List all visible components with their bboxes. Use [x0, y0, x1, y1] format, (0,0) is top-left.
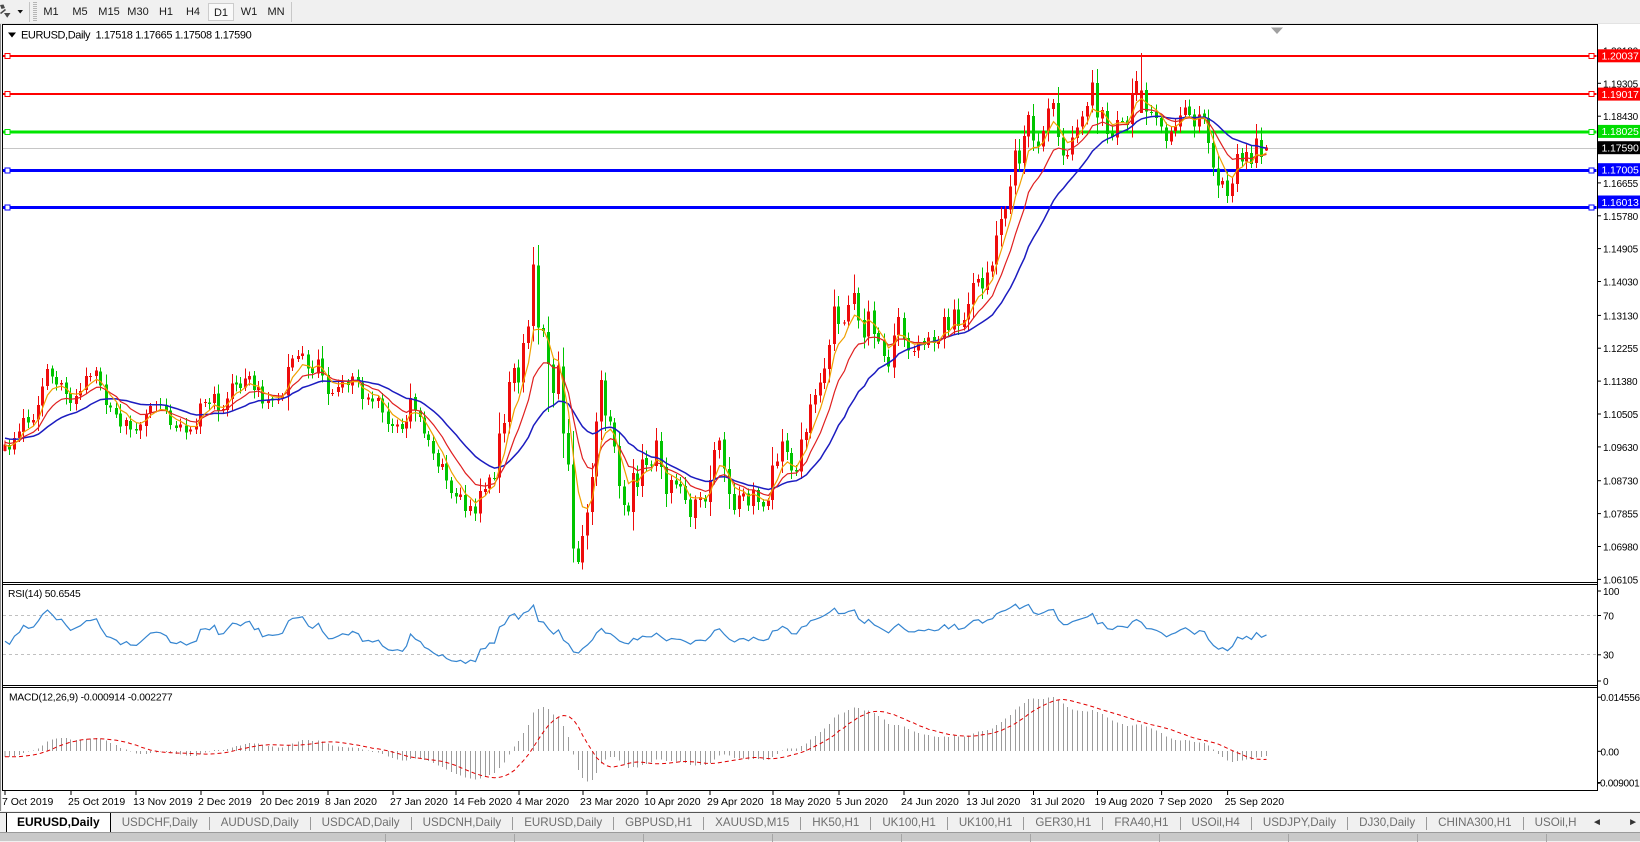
svg-text:7 Oct 2019: 7 Oct 2019	[2, 796, 54, 808]
svg-text:1.17005: 1.17005	[1602, 165, 1640, 177]
svg-text:100: 100	[1603, 587, 1620, 598]
svg-text:1.12255: 1.12255	[1603, 344, 1639, 355]
svg-text:4 Mar 2020: 4 Mar 2020	[516, 796, 569, 808]
svg-text:14 Feb 2020: 14 Feb 2020	[453, 796, 512, 808]
svg-text:29 Apr 2020: 29 Apr 2020	[707, 796, 764, 808]
svg-text:13 Jul 2020: 13 Jul 2020	[966, 796, 1020, 808]
svg-text:1.08730: 1.08730	[1603, 477, 1639, 488]
svg-text:1.14030: 1.14030	[1603, 278, 1639, 289]
svg-text:1.20037: 1.20037	[1602, 51, 1640, 63]
svg-text:23 Mar 2020: 23 Mar 2020	[580, 796, 639, 808]
svg-text:0.00: 0.00	[1601, 747, 1620, 758]
svg-text:7 Sep 2020: 7 Sep 2020	[1159, 796, 1213, 808]
svg-text:1.13130: 1.13130	[1603, 311, 1639, 322]
svg-text:31 Jul 2020: 31 Jul 2020	[1031, 796, 1085, 808]
svg-text:18 May 2020: 18 May 2020	[770, 796, 831, 808]
svg-text:0: 0	[1603, 677, 1609, 688]
svg-text:25 Oct 2019: 25 Oct 2019	[68, 796, 125, 808]
svg-text:1.14905: 1.14905	[1603, 245, 1639, 256]
svg-text:25 Sep 2020: 25 Sep 2020	[1225, 796, 1285, 808]
svg-text:27 Jan 2020: 27 Jan 2020	[390, 796, 448, 808]
svg-text:1.06105: 1.06105	[1603, 575, 1639, 586]
svg-text:0.014556: 0.014556	[1601, 693, 1640, 704]
svg-text:10 Apr 2020: 10 Apr 2020	[644, 796, 701, 808]
svg-text:1.11380: 1.11380	[1603, 377, 1638, 388]
svg-text:1.09630: 1.09630	[1603, 443, 1639, 454]
svg-text:1.17590: 1.17590	[1602, 143, 1640, 155]
svg-text:1.15780: 1.15780	[1603, 212, 1639, 223]
svg-text:1.16013: 1.16013	[1602, 197, 1640, 209]
svg-text:1.06980: 1.06980	[1603, 543, 1639, 554]
svg-text:19 Aug 2020: 19 Aug 2020	[1095, 796, 1154, 808]
svg-text:70: 70	[1603, 612, 1614, 623]
svg-text:13 Nov 2019: 13 Nov 2019	[133, 796, 193, 808]
svg-text:1.16655: 1.16655	[1603, 179, 1639, 190]
svg-text:1.19017: 1.19017	[1602, 89, 1640, 101]
svg-text:RSI(14) 50.6545: RSI(14) 50.6545	[8, 589, 81, 600]
svg-text:-0.009001: -0.009001	[1597, 779, 1640, 790]
svg-text:EURUSD,Daily 1.17518 1.17665: EURUSD,Daily 1.17518 1.17665 1.17508 1.1…	[21, 30, 252, 42]
svg-text:MACD(12,26,9) -0.000914 -0.002: MACD(12,26,9) -0.000914 -0.002277	[9, 693, 173, 704]
svg-text:30: 30	[1603, 651, 1614, 662]
svg-text:5 Jun 2020: 5 Jun 2020	[836, 796, 888, 808]
svg-text:24 Jun 2020: 24 Jun 2020	[901, 796, 959, 808]
svg-text:8 Jan 2020: 8 Jan 2020	[325, 796, 377, 808]
svg-text:20 Dec 2019: 20 Dec 2019	[260, 796, 320, 808]
svg-text:1.18430: 1.18430	[1603, 112, 1639, 123]
svg-text:1.10505: 1.10505	[1603, 410, 1639, 421]
svg-text:1.18025: 1.18025	[1602, 126, 1640, 138]
svg-text:2 Dec 2019: 2 Dec 2019	[198, 796, 252, 808]
svg-text:1.07855: 1.07855	[1603, 510, 1639, 521]
